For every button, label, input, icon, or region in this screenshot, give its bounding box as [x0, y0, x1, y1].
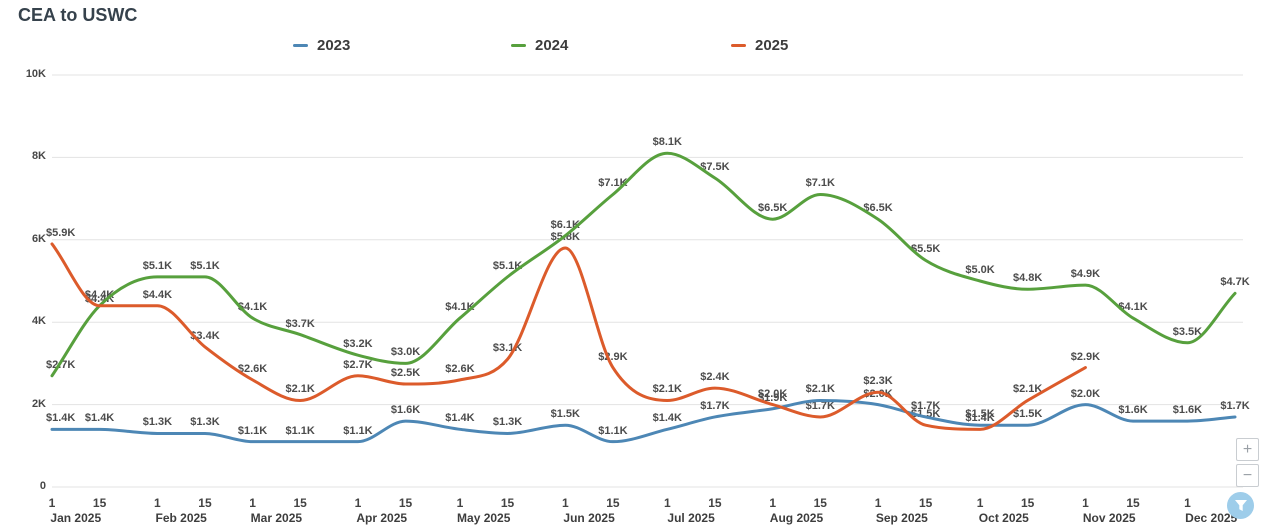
x-axis-tick-label: 1 [874, 496, 882, 510]
x-axis-tick-label: 1 [976, 496, 984, 510]
x-axis-month-label: Dec 2025 [1185, 511, 1238, 525]
x-axis-tick-label: 15 [92, 496, 107, 510]
data-label: $8.1K [652, 136, 682, 149]
x-axis-tick-label: 15 [293, 496, 307, 510]
x-axis-month-label: Jan 2025 [50, 511, 102, 525]
x-axis-month-label: Jul 2025 [667, 511, 715, 525]
x-axis-tick-label: 1 [663, 496, 671, 510]
x-axis-month-label: Oct 2025 [978, 511, 1029, 525]
x-axis-tick-label: 1 [249, 496, 256, 510]
legend-marker-2025 [731, 44, 746, 47]
x-axis-tick-label: 15 [198, 496, 212, 510]
x-axis-tick-label: 15 [398, 496, 413, 510]
x-axis-month-label: Feb 2025 [155, 511, 207, 525]
legend-item-2024[interactable]: 2024 [511, 37, 568, 54]
x-axis-tick-label: 15 [918, 496, 933, 510]
legend-item-2023[interactable]: 2023 [293, 37, 350, 54]
x-axis-tick-label: 1 [354, 496, 362, 510]
x-axis-tick-label: 15 [1126, 496, 1140, 510]
x-axis-month-label: Aug 2025 [769, 511, 824, 525]
y-axis-label: 0 [39, 480, 46, 492]
zoom-out-button[interactable]: − [1236, 464, 1259, 487]
legend-marker-2024 [511, 44, 526, 47]
filter-button[interactable] [1227, 492, 1254, 519]
x-axis-tick-label: 1 [1184, 496, 1191, 510]
legend-label: 2025 [755, 37, 789, 54]
legend-marker-2023 [293, 44, 308, 47]
legend-label: 2023 [317, 37, 351, 54]
x-axis-tick-label: 1 [561, 496, 569, 510]
x-axis-month-label: Mar 2025 [250, 511, 303, 525]
x-axis-tick-label: 15 [1020, 496, 1035, 510]
x-axis-month-label: Apr 2025 [356, 511, 408, 525]
x-axis-tick-label: 15 [708, 496, 722, 510]
y-axis-label: 6K [31, 232, 46, 245]
x-axis-tick-label: 1 [48, 496, 56, 510]
x-axis-tick-label: 1 [154, 496, 161, 510]
x-axis-tick-label: 15 [813, 496, 827, 510]
x-axis-tick-label: 15 [606, 496, 620, 510]
x-axis-tick-label: 1 [1082, 496, 1089, 510]
x-axis-month-label: May 2025 [457, 511, 511, 525]
y-axis-label: 10K [25, 68, 46, 80]
x-axis-month-label: Nov 2025 [1082, 511, 1136, 525]
x-axis-month-label: Sep 2025 [875, 511, 928, 525]
x-axis-tick-label: 1 [769, 496, 777, 510]
y-axis-label: 8K [31, 150, 46, 163]
y-axis-label: 4K [31, 315, 46, 328]
x-axis-tick-label: 1 [456, 496, 464, 510]
x-axis-tick-label: 15 [500, 496, 515, 510]
y-axis-label: 2K [31, 397, 46, 410]
legend-label: 2024 [535, 37, 569, 54]
funnel-icon [1234, 500, 1247, 511]
chart-title: CEA to USWC [18, 5, 138, 25]
legend-item-2025[interactable]: 2025 [731, 37, 788, 54]
zoom-in-button[interactable]: + [1236, 438, 1259, 461]
x-axis-month-label: Jun 2025 [563, 511, 615, 525]
